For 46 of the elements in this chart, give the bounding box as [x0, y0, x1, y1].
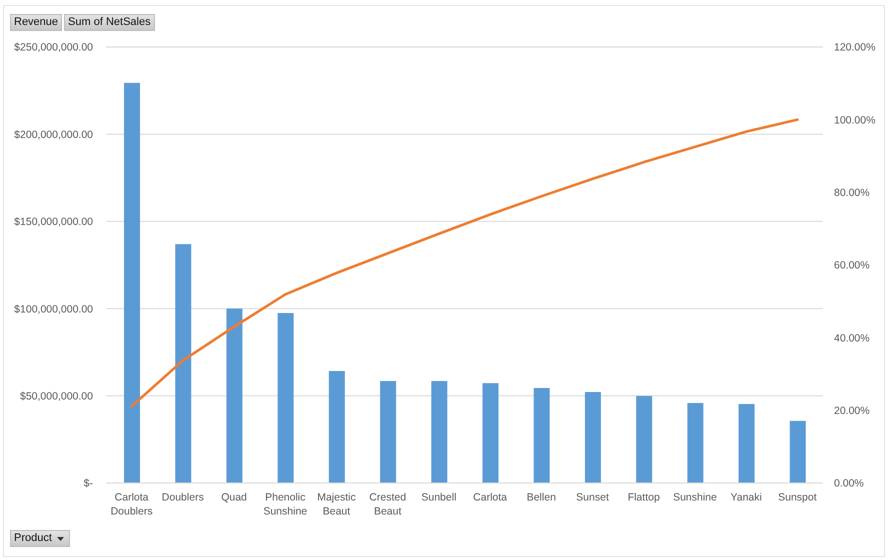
- bar: [328, 371, 345, 483]
- x-tick-label: Bellen: [526, 491, 556, 504]
- y-tick-label: $250,000,000.00: [14, 42, 94, 54]
- y-tick-label: $100,000,000.00: [14, 303, 94, 316]
- y2-tick-label: 0.00%: [834, 478, 864, 490]
- bar: [534, 388, 550, 483]
- y2-tick-label: 20.00%: [834, 405, 870, 418]
- y-tick-label: $-: [84, 478, 94, 490]
- x-tick-label: Phenolic Sunshine: [263, 491, 308, 518]
- bar: [278, 312, 294, 483]
- bar: [636, 396, 652, 483]
- bar: [124, 82, 140, 483]
- field-button: Revenue: [10, 14, 62, 31]
- x-tick-label: Sunset: [576, 491, 609, 504]
- y2-tick-label: 40.00%: [834, 332, 870, 344]
- y-tick-label: $200,000,000.00: [14, 128, 94, 141]
- bar: [790, 420, 806, 483]
- y-tick-label: $150,000,000.00: [14, 216, 94, 228]
- bar: [431, 380, 448, 483]
- field-button: Sum of NetSales: [64, 14, 155, 31]
- x-tick-label: Yanaki: [730, 491, 762, 504]
- field-button: Product: [10, 530, 70, 547]
- x-tick-label: Doublers: [162, 491, 204, 504]
- y2-tick-label: 80.00%: [834, 187, 870, 200]
- bar: [175, 244, 192, 483]
- x-tick-label: Sunbell: [421, 491, 456, 504]
- x-tick-label: Quad: [221, 491, 248, 504]
- x-tick-label: Sunshine: [673, 491, 718, 504]
- x-tick-label: Majestic Beaut: [317, 491, 356, 518]
- bar: [380, 380, 396, 483]
- line-series: [130, 118, 799, 408]
- bar: [584, 392, 601, 483]
- x-tick-label: Carlota: [473, 491, 508, 504]
- bar: [687, 402, 704, 483]
- x-tick-label: Carlota Doublers: [110, 491, 153, 518]
- x-tick-label: Sunspot: [778, 491, 817, 504]
- bar: [226, 308, 242, 483]
- y2-tick-label: 60.00%: [834, 260, 870, 272]
- x-axis-title: Product: [14, 531, 52, 546]
- y-tick-label: $50,000,000.00: [20, 390, 94, 403]
- y2-tick-label: 120.00%: [834, 42, 876, 54]
- bar: [738, 404, 755, 483]
- y2-tick-label: 100.00%: [834, 114, 876, 126]
- bar: [482, 383, 498, 483]
- x-tick-label: Crested Beaut: [369, 491, 406, 518]
- x-tick-label: Flattop: [628, 491, 660, 504]
